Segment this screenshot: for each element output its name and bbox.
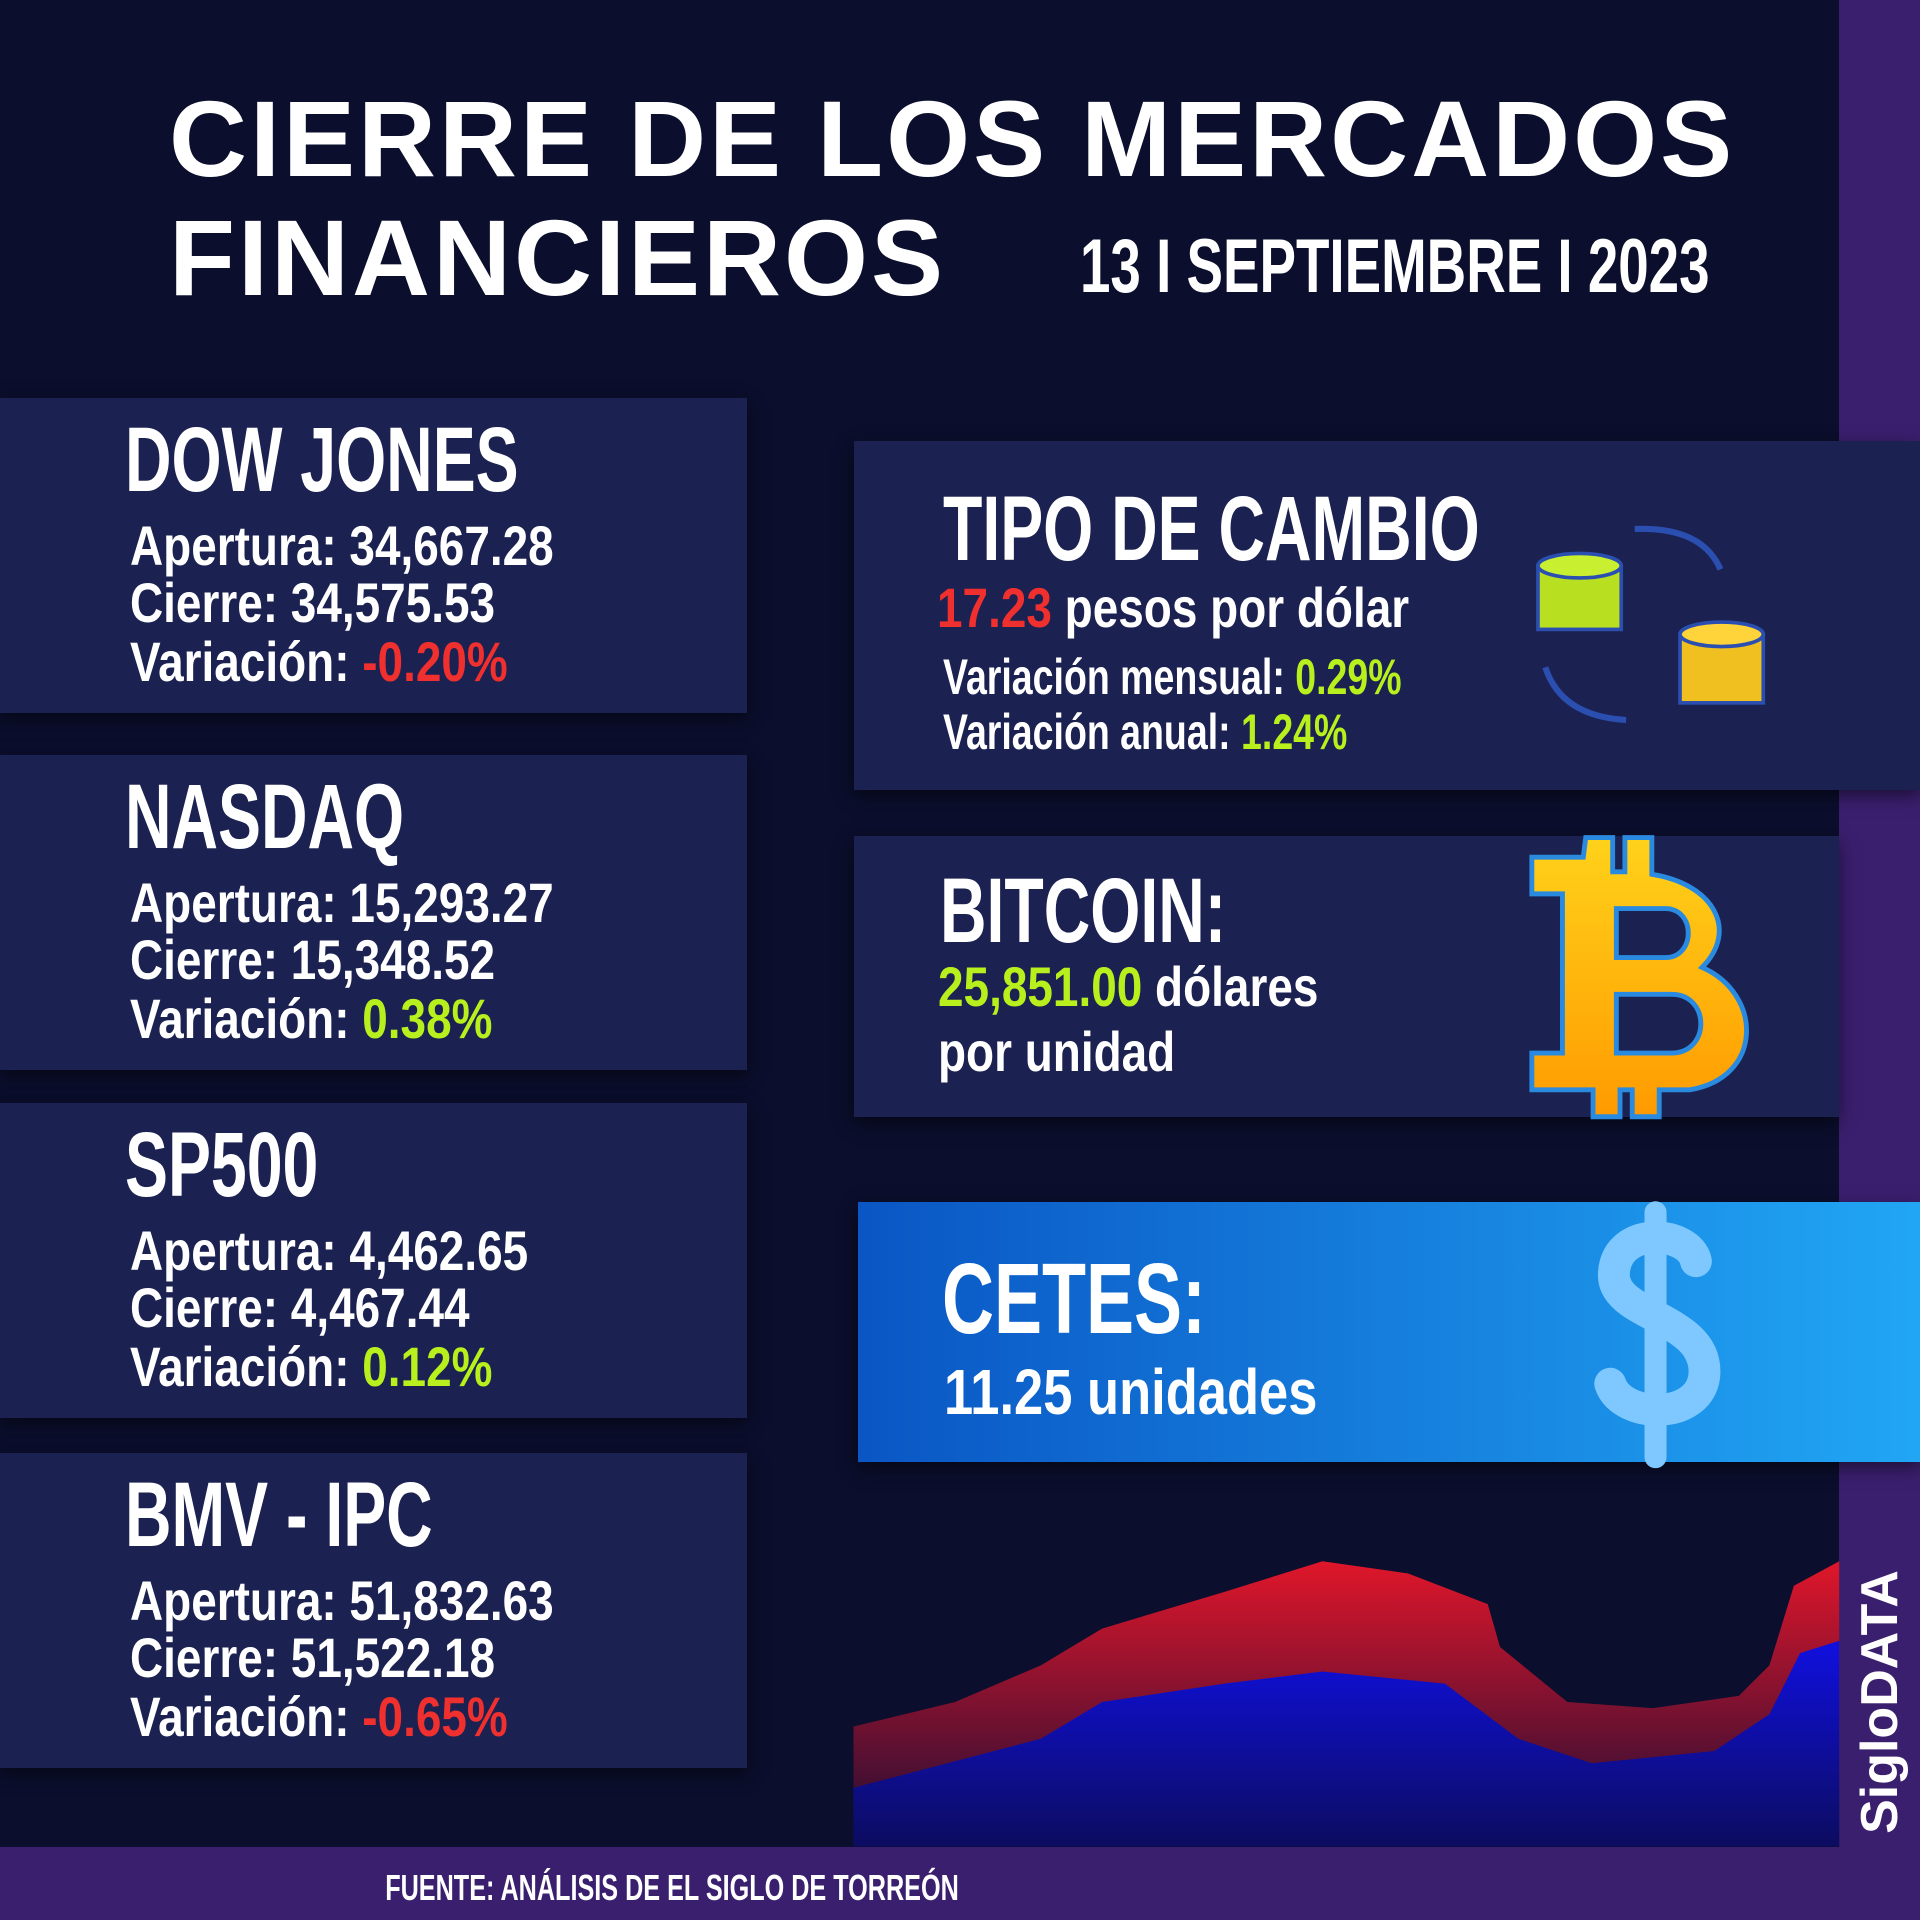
row-label: Variación anual: bbox=[943, 704, 1231, 760]
exchange-value: 17.23 bbox=[937, 576, 1052, 639]
row-label: Variación: bbox=[130, 1685, 350, 1748]
market-panel bbox=[0, 1103, 747, 1418]
date: 13 I SEPTIEMBRE I 2023 bbox=[1080, 229, 1710, 305]
row-label: Variación: bbox=[130, 987, 350, 1050]
cetes-value: 11.25 bbox=[944, 1356, 1073, 1428]
row-label: Apertura: bbox=[130, 1219, 337, 1282]
row-label: Variación: bbox=[130, 1335, 350, 1398]
row-label: Apertura: bbox=[130, 1569, 337, 1632]
market-row: Variación: 0.38% bbox=[130, 991, 492, 1047]
title-line: FINANCIEROS bbox=[169, 204, 946, 312]
row-label: Apertura: bbox=[130, 871, 337, 934]
row-value: 0.12% bbox=[362, 1335, 493, 1398]
area-blue bbox=[853, 1640, 1840, 1847]
row-value: 0.29% bbox=[1295, 649, 1402, 705]
cetes-unit: unidades bbox=[1087, 1356, 1318, 1428]
row-label: Cierre: bbox=[130, 1626, 279, 1689]
market-name: SP500 bbox=[125, 1119, 318, 1211]
cetes-panel bbox=[858, 1202, 1920, 1462]
exchange-unit: pesos por dólar bbox=[1064, 576, 1410, 639]
row-value: 0.38% bbox=[362, 987, 493, 1050]
row-value: 34,575.53 bbox=[290, 571, 496, 634]
title-text: FINANCIEROS bbox=[169, 197, 947, 318]
market-row: Apertura: 51,832.63 bbox=[130, 1573, 554, 1629]
market-name-text: BMV - IPC bbox=[125, 1464, 433, 1566]
market-row: Variación: 0.12% bbox=[130, 1339, 492, 1395]
market-name: BMV - IPC bbox=[125, 1469, 433, 1561]
date-text: 13 I SEPTIEMBRE I 2023 bbox=[1080, 224, 1710, 309]
bitcoin-line: 25,851.00 dólares bbox=[938, 959, 1318, 1015]
exchange-panel bbox=[854, 441, 1920, 790]
market-name-text: NASDAQ bbox=[125, 766, 405, 868]
row-value: 15,348.52 bbox=[290, 928, 496, 991]
row-value: 51,832.63 bbox=[349, 1569, 554, 1632]
market-panel bbox=[0, 755, 747, 1070]
market-row: Apertura: 15,293.27 bbox=[130, 875, 554, 931]
market-name: NASDAQ bbox=[125, 771, 404, 863]
side-strip bbox=[1839, 0, 1920, 1920]
dollar-icon bbox=[1594, 1201, 1721, 1469]
market-row: Cierre: 4,467.44 bbox=[130, 1280, 470, 1336]
brand: SigloDATA bbox=[1851, 1570, 1909, 1834]
cetes-title-text: CETES: bbox=[942, 1243, 1207, 1355]
row-value: 15,293.27 bbox=[349, 871, 554, 934]
row-label: Variación: bbox=[130, 630, 350, 693]
market-row: Variación: -0.65% bbox=[130, 1689, 508, 1745]
market-name-text: SP500 bbox=[125, 1114, 319, 1216]
market-row: Apertura: 34,667.28 bbox=[130, 518, 554, 574]
market-row: Cierre: 34,575.53 bbox=[130, 575, 495, 631]
exchange-rate: 17.23 pesos por dólar bbox=[937, 580, 1409, 636]
footer-strip bbox=[0, 1847, 1920, 1920]
market-row: Variación: -0.20% bbox=[130, 634, 508, 690]
row-label: Cierre: bbox=[130, 571, 279, 634]
row-value: -0.65% bbox=[362, 1685, 508, 1748]
coins-icon bbox=[1536, 525, 1766, 724]
market-name-text: DOW JONES bbox=[125, 409, 519, 511]
row-label: Cierre: bbox=[130, 928, 279, 991]
row-value: 4,462.65 bbox=[349, 1219, 529, 1282]
title-text: CIERRE DE LOS MERCADOS bbox=[169, 78, 1736, 199]
bitcoin-title: BITCOIN: bbox=[940, 865, 1226, 957]
market-row: Cierre: 15,348.52 bbox=[130, 932, 495, 988]
row-value: 34,667.28 bbox=[349, 514, 554, 577]
bitcoin-unit: dólares bbox=[1155, 955, 1319, 1018]
bitcoin-value: 25,851.00 bbox=[938, 955, 1143, 1018]
row-label: Variación mensual: bbox=[943, 649, 1285, 705]
row-label: Apertura: bbox=[130, 514, 337, 577]
market-row: Cierre: 51,522.18 bbox=[130, 1630, 495, 1686]
row-value: 1.24% bbox=[1241, 704, 1348, 760]
footer-source: FUENTE: ANÁLISIS DE EL SIGLO DE TORREÓN bbox=[385, 1867, 959, 1908]
row-value: -0.20% bbox=[362, 630, 508, 693]
row-value: 4,467.44 bbox=[290, 1276, 470, 1339]
market-name: DOW JONES bbox=[125, 414, 519, 506]
exchange-row: Variación anual: 1.24% bbox=[943, 707, 1347, 757]
row-value: 51,522.18 bbox=[290, 1626, 496, 1689]
row-label: Cierre: bbox=[130, 1276, 279, 1339]
bitcoin-title-text: BITCOIN: bbox=[940, 860, 1227, 962]
exchange-title: TIPO DE CAMBIO bbox=[943, 483, 1480, 575]
bitcoin-line: por unidad bbox=[938, 1024, 1175, 1080]
cetes-title: CETES: bbox=[942, 1249, 1206, 1349]
market-row: Apertura: 4,462.65 bbox=[130, 1223, 528, 1279]
title-line: CIERRE DE LOS MERCADOS bbox=[169, 85, 1735, 193]
bitcoin-unit: por unidad bbox=[938, 1020, 1176, 1083]
market-panel bbox=[0, 1453, 747, 1768]
cetes-line: 11.25 unidades bbox=[944, 1360, 1317, 1424]
exchange-title-text: TIPO DE CAMBIO bbox=[943, 478, 1480, 580]
bitcoin-icon bbox=[1529, 835, 1749, 1120]
market-panel bbox=[0, 398, 747, 713]
exchange-row: Variación mensual: 0.29% bbox=[943, 652, 1402, 702]
